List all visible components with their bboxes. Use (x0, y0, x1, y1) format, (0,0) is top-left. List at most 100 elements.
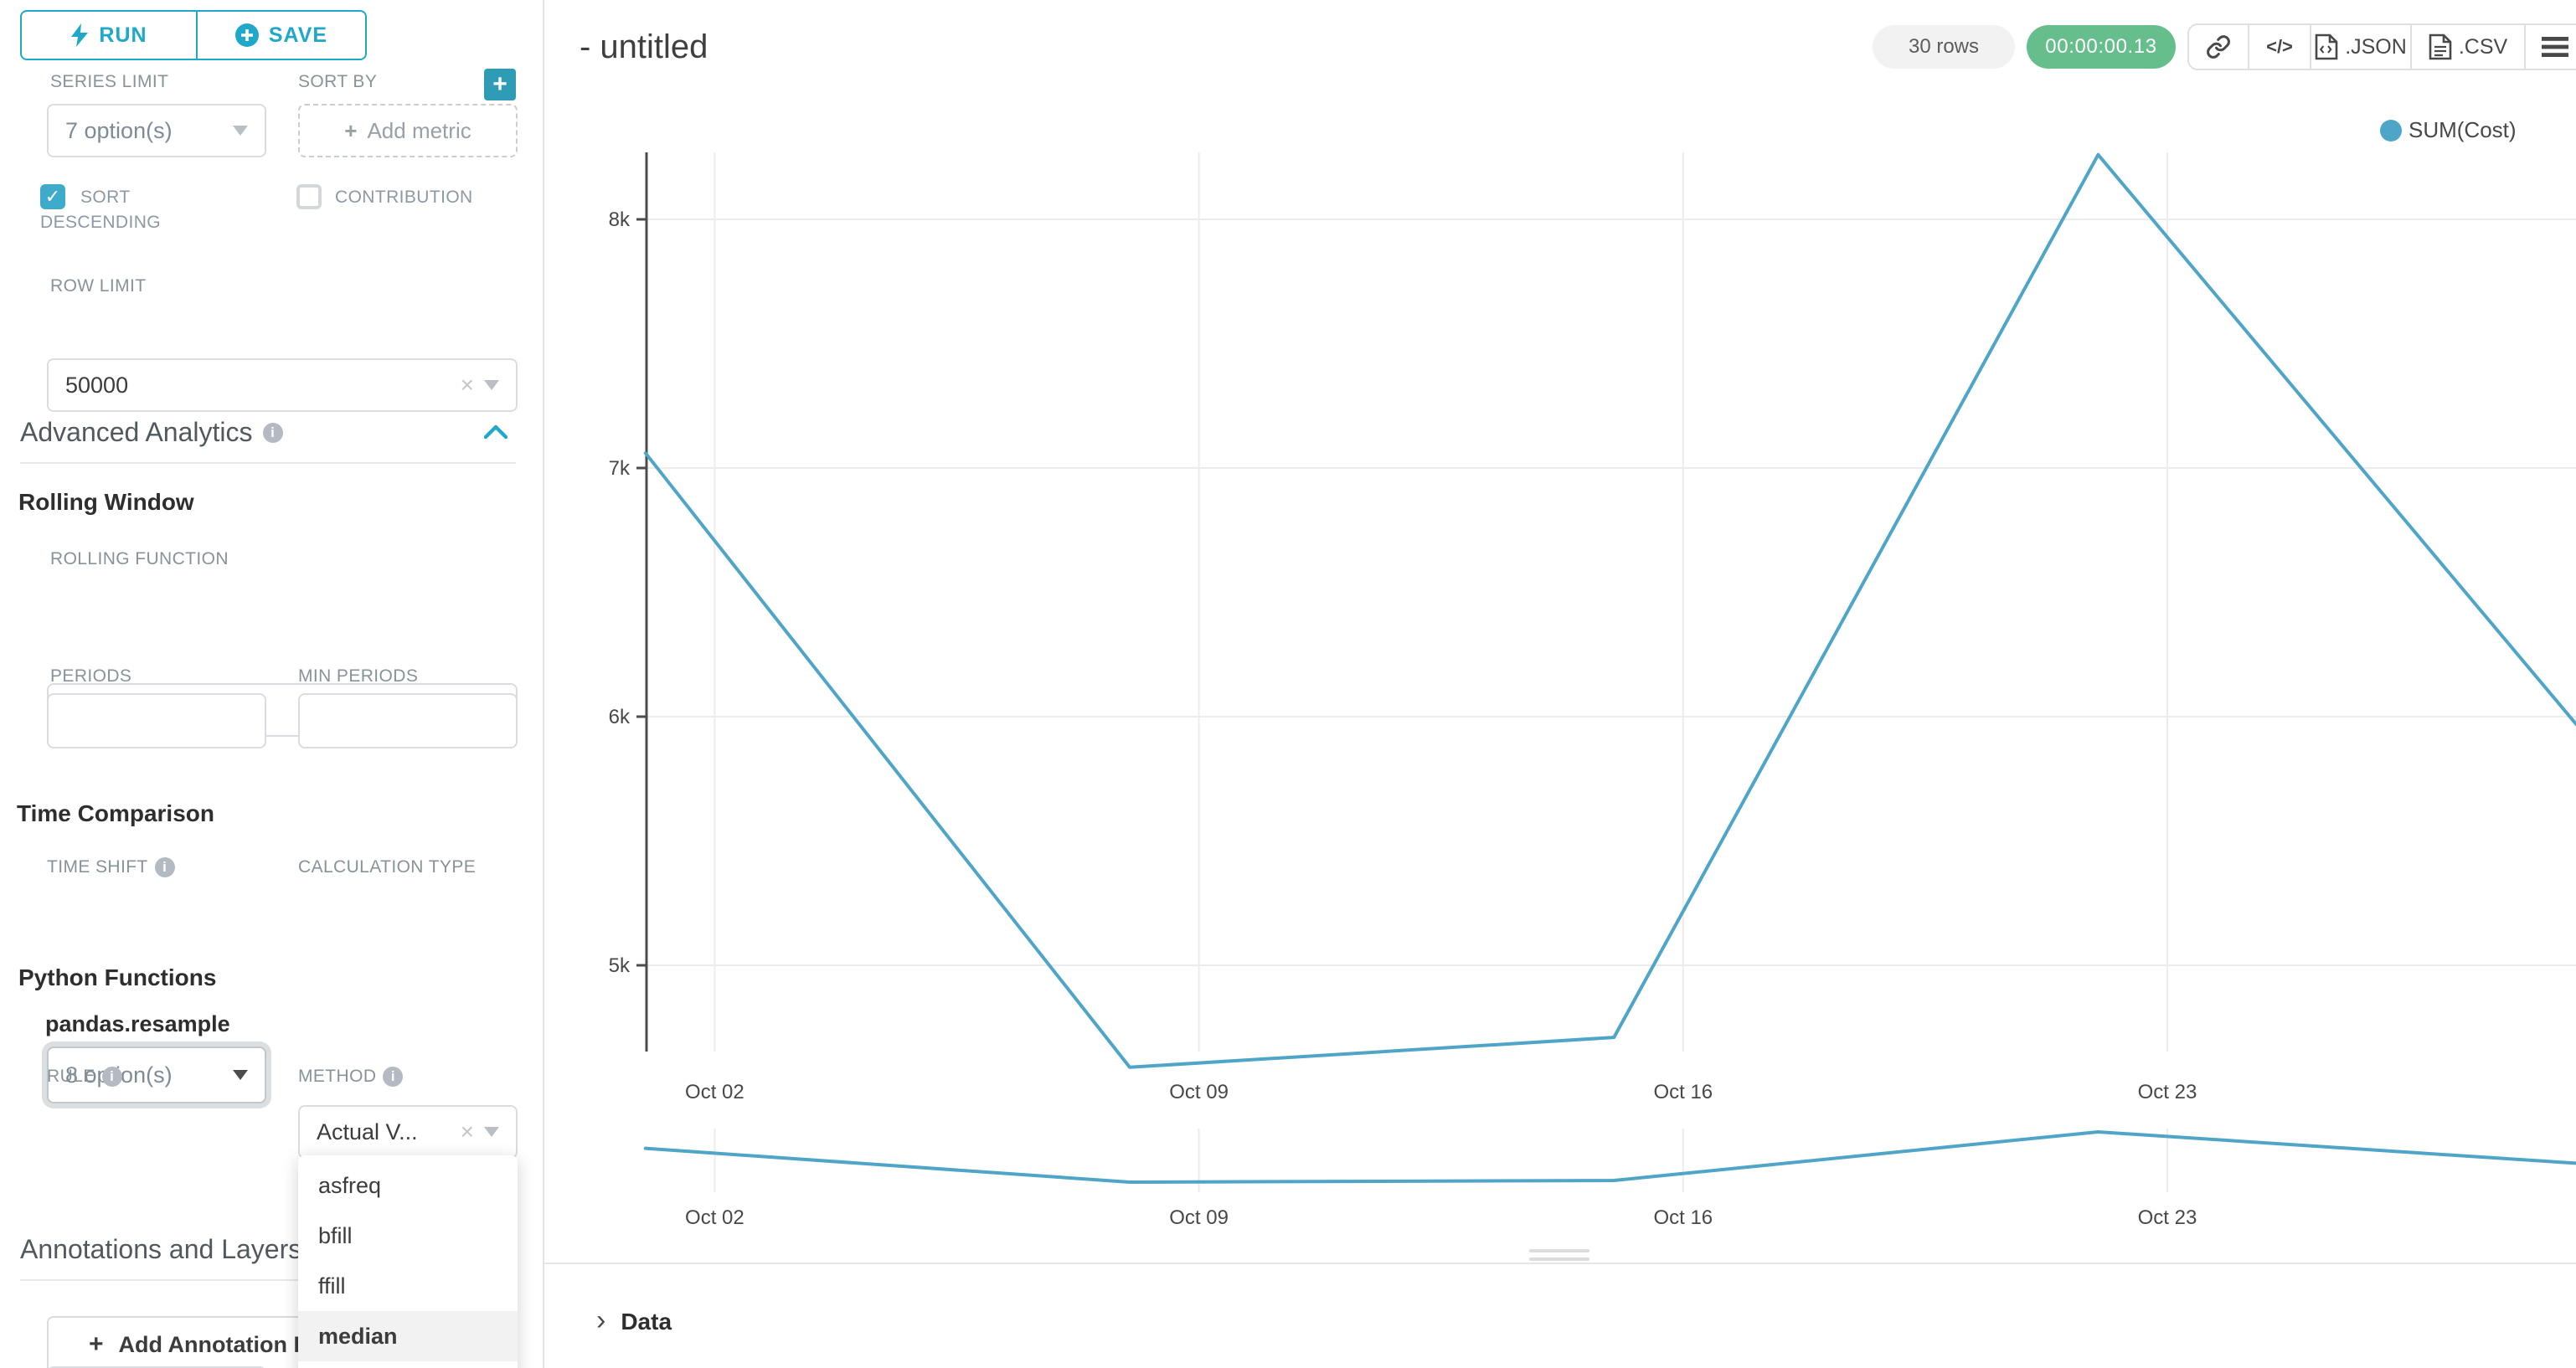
chevron-up-icon[interactable] (484, 424, 507, 440)
resize-handle[interactable] (1529, 1257, 1589, 1261)
rolling-window-title: Rolling Window (18, 489, 194, 515)
sort-descending-label-line2: DESCENDING (40, 213, 162, 232)
time-shift-label-text: TIME SHIFT (47, 857, 148, 877)
file-code-icon (2315, 33, 2338, 60)
resize-handle[interactable] (1529, 1249, 1589, 1252)
chevron-down-icon (233, 1070, 248, 1080)
rolling-function-label: ROLLING FUNCTION (50, 549, 229, 568)
preview-series-line[interactable] (643, 1130, 2576, 1184)
series-limit-select[interactable]: 7 option(s) (47, 104, 266, 157)
run-button[interactable]: RUN (22, 12, 196, 59)
x-axis-label: Oct 02 (685, 1081, 744, 1103)
row-limit-value: 50000 (65, 372, 129, 398)
dropdown-option-asfreq[interactable]: asfreq (318, 1173, 382, 1198)
data-panel-title: Data (621, 1309, 672, 1335)
y-axis-label: 5k (609, 954, 631, 977)
run-save-button-group: RUN SAVE (20, 10, 367, 60)
save-button-label: SAVE (268, 23, 328, 47)
advanced-analytics-header[interactable]: Advanced Analytics i (20, 417, 283, 448)
x-axis-label: Oct 23 (2138, 1081, 2197, 1103)
run-button-label: RUN (99, 23, 147, 47)
export-json-button[interactable]: .JSON (2310, 25, 2410, 69)
plus-icon: + (492, 70, 507, 98)
method-label-text: METHOD (298, 1067, 377, 1086)
preview-x-axis-label: Oct 23 (2138, 1206, 2197, 1229)
clear-icon[interactable]: × (460, 372, 474, 398)
plus-circle-icon (234, 23, 259, 47)
y-axis-label: 8k (609, 208, 631, 231)
data-panel-header[interactable]: › Data (596, 1304, 672, 1336)
code-icon: </> (2266, 36, 2293, 57)
x-axis-label: Oct 09 (1169, 1081, 1229, 1103)
time-comparison-title: Time Comparison (17, 800, 214, 826)
advanced-analytics-title: Advanced Analytics (20, 417, 253, 447)
save-button[interactable]: SAVE (196, 12, 365, 59)
clear-icon[interactable]: × (460, 1119, 474, 1144)
contribution-label: CONTRIBUTION (335, 188, 473, 207)
chart-legend[interactable]: SUM(Cost) (2380, 117, 2517, 143)
annotations-layers-title: Annotations and Layers (20, 1234, 302, 1264)
row-count-badge: 30 rows (1873, 25, 2015, 69)
link-icon (2207, 35, 2230, 59)
calculation-type-label: CALCULATION TYPE (298, 857, 477, 877)
section-divider (20, 1279, 516, 1281)
method-label: METHOD i (298, 1067, 404, 1087)
time-shift-label: TIME SHIFT i (47, 857, 175, 877)
row-limit-select[interactable]: 50000 × (47, 358, 518, 412)
series-line-sum-cost[interactable] (643, 152, 2576, 1069)
series-limit-label: SERIES LIMIT (50, 72, 169, 91)
info-icon[interactable]: i (101, 1067, 122, 1087)
embed-code-button[interactable]: </> (2248, 25, 2310, 69)
add-metric-placeholder: Add metric (367, 117, 471, 143)
rule-label: RULE i (47, 1067, 122, 1087)
chevron-down-icon (484, 380, 499, 390)
lightning-bolt-icon (71, 23, 89, 47)
sort-descending-checkbox[interactable]: ✓ (40, 184, 65, 209)
chevron-right-icon: › (596, 1304, 606, 1336)
contribution-checkbox[interactable] (296, 184, 322, 209)
control-panel: RUN SAVE SERIES LIMIT SORT BY + 7 option… (0, 0, 544, 1368)
y-axis-label: 7k (609, 457, 631, 480)
export-json-label: .JSON (2345, 34, 2407, 59)
y-axis-label: 6k (609, 706, 631, 728)
sort-by-add-metric[interactable]: + Add metric (298, 104, 518, 157)
pandas-resample-subtitle: pandas.resample (45, 1011, 230, 1036)
legend-dot (2380, 119, 2402, 141)
info-icon[interactable]: i (383, 1067, 404, 1087)
chart-menu-button[interactable] (2524, 25, 2576, 69)
sort-descending-label-line1: SORT (80, 188, 131, 207)
plus-icon: + (344, 117, 358, 143)
file-lines-icon (2429, 33, 2452, 60)
export-csv-button[interactable]: .CSV (2410, 25, 2524, 69)
info-icon[interactable]: i (262, 422, 283, 443)
python-functions-title: Python Functions (18, 964, 217, 990)
chart-title[interactable]: - untitled (580, 28, 708, 65)
add-series-button[interactable]: + (484, 69, 516, 100)
menu-icon (2542, 37, 2568, 57)
copy-link-button[interactable] (2189, 25, 2248, 69)
query-timer-badge: 00:00:00.13 (2027, 25, 2176, 69)
periods-input[interactable] (47, 693, 266, 748)
plus-icon: + (89, 1330, 104, 1358)
row-limit-label: ROW LIMIT (50, 276, 147, 296)
section-divider (20, 462, 516, 464)
check-icon: ✓ (44, 186, 61, 207)
calculation-type-select[interactable]: Actual V... × (298, 1105, 518, 1159)
min-periods-label: MIN PERIODS (298, 666, 419, 686)
line-chart[interactable]: 8k 7k 6k 5k Oct 02 Oct 09 Oct 16 Oct 23 Oct 02 Oc… (544, 0, 2576, 1247)
dropdown-option-ffill[interactable]: ffill (318, 1273, 346, 1299)
chevron-down-icon (233, 126, 248, 136)
series-limit-value: 7 option(s) (65, 117, 173, 143)
dropdown-option-median[interactable]: median (298, 1311, 518, 1361)
rule-label-text: RULE (47, 1067, 95, 1086)
periods-label: PERIODS (50, 666, 132, 686)
export-csv-label: .CSV (2458, 34, 2508, 59)
chart-panel: - untitled 30 rows 00:00:00.13 </> .JSON (544, 0, 2576, 1368)
data-panel-border (544, 1263, 2576, 1264)
info-icon[interactable]: i (154, 857, 175, 877)
dropdown-option-bfill[interactable]: bfill (318, 1223, 353, 1248)
export-toolbar: </> .JSON .CSV (2187, 23, 2576, 70)
method-dropdown-list: asfreq bfill ffill median (298, 1155, 518, 1368)
min-periods-input[interactable] (298, 693, 518, 748)
